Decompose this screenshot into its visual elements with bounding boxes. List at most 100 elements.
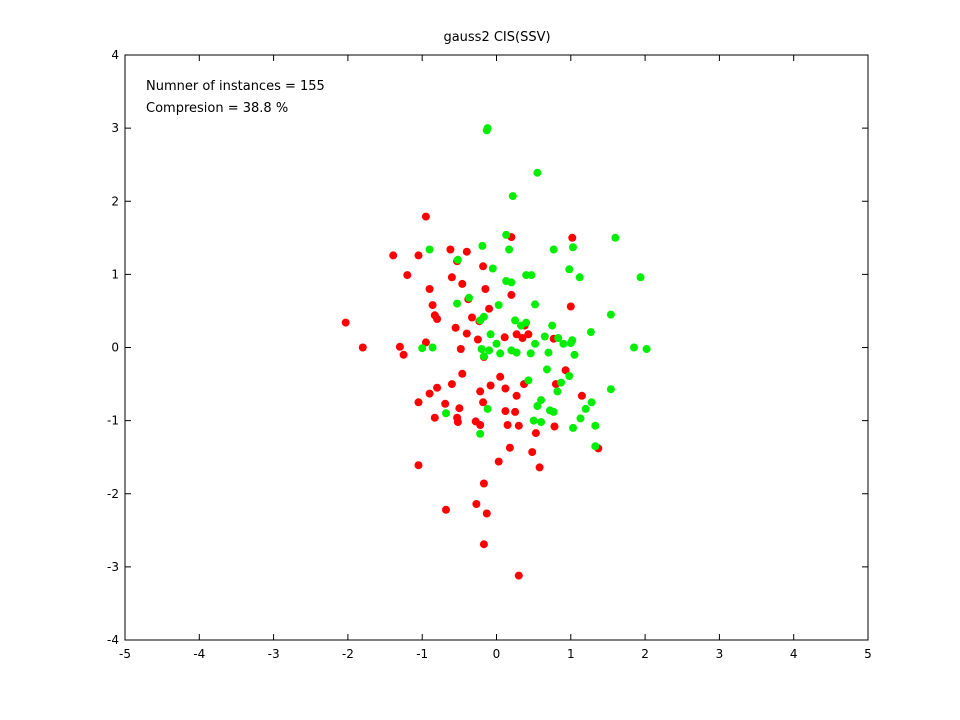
data-point-series-0 [494,457,503,466]
y-tick-label: 0 [111,341,119,355]
x-tick-label: -3 [268,647,280,661]
data-point-series-1 [511,316,520,325]
data-point-series-1 [496,349,505,358]
data-point-series-0 [453,418,462,427]
data-point-series-0 [446,245,455,254]
data-point-series-0 [428,301,437,310]
data-point-series-1 [586,328,595,337]
data-point-series-0 [414,251,423,260]
data-point-series-0 [468,313,476,322]
data-point-series-0 [430,413,439,422]
data-point-series-1 [606,385,615,394]
data-point-series-0 [511,407,520,416]
data-point-series-0 [414,398,423,407]
data-point-series-1 [533,168,542,177]
y-tick-label: 3 [111,121,119,135]
data-point-series-1 [531,339,540,348]
data-point-series-1 [569,423,577,432]
data-point-series-1 [557,378,566,387]
data-point-series-1 [465,293,473,302]
data-point-series-0 [482,509,491,518]
data-point-series-0 [462,247,471,256]
y-tick-label: -4 [107,633,119,647]
y-tick-label: 1 [111,267,119,281]
data-point-series-1 [485,346,494,355]
data-point-series-0 [399,350,408,359]
data-point-series-0 [425,285,434,293]
x-tick-label: 2 [641,647,649,661]
data-point-series-1 [522,318,531,327]
x-tick-label: -2 [342,647,354,661]
data-point-series-0 [481,285,490,293]
data-point-series-1 [630,343,638,352]
data-point-series-1 [442,409,450,418]
data-point-series-1 [642,345,651,353]
y-tick-label: -3 [107,560,119,574]
data-point-series-1 [575,273,584,282]
data-point-series-1 [587,398,596,407]
data-point-series-1 [554,334,563,342]
data-point-series-1 [477,345,486,353]
data-point-series-1 [494,301,503,310]
data-point-series-1 [606,310,615,319]
data-point-series-1 [576,414,585,423]
data-point-series-0 [479,398,488,407]
data-point-series-0 [403,271,412,280]
data-point-series-0 [501,384,510,393]
data-point-series-0 [503,421,512,429]
y-tick-label: -2 [107,487,119,501]
data-point-series-0 [479,540,488,549]
data-point-series-1 [533,402,542,410]
data-point-series-1 [527,271,536,280]
data-point-series-0 [512,391,521,400]
x-tick-label: -5 [119,647,131,661]
data-point-series-1 [548,321,557,330]
data-point-series-1 [502,230,511,239]
data-point-series-0 [447,273,456,282]
data-point-series-1 [636,273,645,282]
data-point-series-0 [524,330,533,339]
x-tick-label: 4 [790,647,798,661]
data-point-series-1 [428,343,437,352]
data-point-series-1 [483,124,492,133]
data-point-series-0 [500,333,509,342]
data-point-series-1 [453,255,462,264]
data-point-series-1 [565,265,574,274]
data-point-series-1 [483,404,492,413]
data-point-series-0 [514,571,523,580]
x-tick-label: -4 [193,647,205,661]
data-point-series-0 [501,407,510,416]
data-point-series-0 [518,334,527,342]
data-point-series-0 [455,404,464,413]
data-point-series-0 [456,345,465,353]
data-point-series-0 [395,342,404,351]
data-point-series-1 [565,372,574,380]
data-point-series-1 [570,350,579,359]
data-point-series-0 [514,421,523,430]
data-point-series-0 [458,369,467,378]
data-point-series-1 [479,352,488,361]
data-point-series-0 [561,366,570,375]
data-point-series-1 [581,404,590,413]
data-point-series-0 [485,304,494,313]
y-tick-label: 4 [111,48,119,62]
data-point-series-0 [479,262,488,271]
data-point-series-1 [591,442,600,451]
data-point-series-0 [421,338,430,347]
data-point-series-0 [568,233,577,242]
y-tick-label: 2 [111,194,119,208]
data-point-series-1 [479,312,488,321]
x-tick-label: 3 [716,647,724,661]
data-point-series-1 [524,376,533,385]
data-point-series-1 [512,348,521,357]
data-point-series-0 [389,251,398,260]
annotation-instances: Numner of instances = 155 [146,79,325,94]
data-point-series-1 [544,348,553,357]
data-point-series-0 [496,372,505,381]
data-point-series-0 [505,443,514,452]
data-point-series-1 [537,418,546,427]
data-point-series-0 [472,500,481,508]
data-point-series-0 [414,461,423,470]
data-point-series-1 [478,241,487,250]
data-point-series-0 [476,387,485,396]
